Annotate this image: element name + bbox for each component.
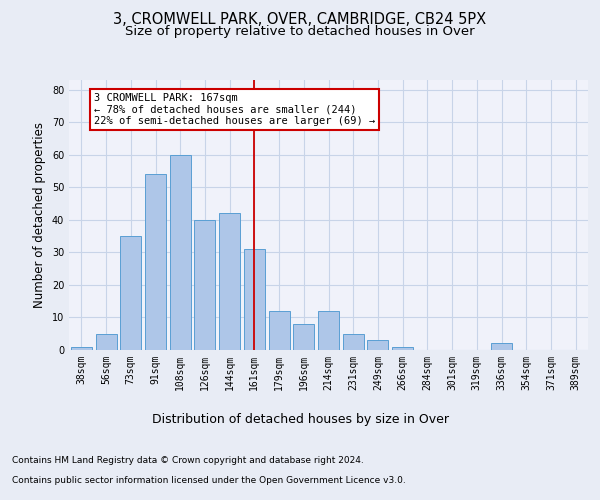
Bar [343,334,364,350]
Text: Distribution of detached houses by size in Over: Distribution of detached houses by size … [151,412,449,426]
Text: Contains HM Land Registry data © Crown copyright and database right 2024.: Contains HM Land Registry data © Crown c… [12,456,364,465]
Bar [244,249,265,350]
Bar [269,311,290,350]
Bar [219,214,240,350]
Text: 3 CROMWELL PARK: 167sqm
← 78% of detached houses are smaller (244)
22% of semi-d: 3 CROMWELL PARK: 167sqm ← 78% of detache… [94,93,375,126]
Bar [491,344,512,350]
Text: Contains public sector information licensed under the Open Government Licence v3: Contains public sector information licen… [12,476,406,485]
Text: Size of property relative to detached houses in Over: Size of property relative to detached ho… [125,25,475,38]
Bar [318,311,339,350]
Bar [145,174,166,350]
Bar [120,236,141,350]
Bar [170,155,191,350]
Y-axis label: Number of detached properties: Number of detached properties [33,122,46,308]
Text: 3, CROMWELL PARK, OVER, CAMBRIDGE, CB24 5PX: 3, CROMWELL PARK, OVER, CAMBRIDGE, CB24 … [113,12,487,28]
Bar [95,334,116,350]
Bar [293,324,314,350]
Bar [392,346,413,350]
Bar [367,340,388,350]
Bar [71,346,92,350]
Bar [194,220,215,350]
